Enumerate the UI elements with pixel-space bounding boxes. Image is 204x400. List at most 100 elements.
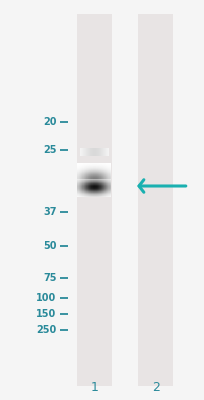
- Bar: [98, 174, 99, 175]
- Bar: [93, 192, 94, 193]
- Bar: [108, 174, 109, 175]
- Bar: [105, 174, 106, 175]
- Bar: [110, 176, 111, 177]
- Bar: [110, 194, 111, 195]
- Bar: [98, 181, 99, 182]
- Bar: [98, 177, 99, 178]
- Bar: [88, 167, 89, 168]
- Bar: [107, 189, 108, 190]
- Bar: [88, 174, 89, 175]
- Bar: [90, 186, 91, 187]
- Bar: [84, 186, 85, 187]
- Bar: [101, 177, 102, 178]
- Bar: [82, 187, 83, 188]
- Bar: [86, 164, 87, 165]
- Bar: [96, 169, 97, 170]
- Bar: [80, 191, 81, 192]
- Bar: [103, 176, 104, 177]
- Bar: [105, 187, 106, 188]
- Bar: [79, 176, 80, 177]
- Bar: [100, 178, 101, 179]
- Bar: [91, 179, 92, 180]
- Bar: [84, 168, 85, 169]
- Bar: [106, 189, 107, 190]
- Bar: [90, 196, 91, 197]
- Bar: [99, 165, 100, 166]
- Bar: [96, 171, 97, 172]
- Bar: [104, 177, 105, 178]
- Bar: [98, 183, 99, 184]
- Text: 37: 37: [43, 207, 56, 217]
- Bar: [79, 171, 80, 172]
- Bar: [98, 189, 99, 190]
- Bar: [98, 190, 99, 191]
- Bar: [88, 171, 89, 172]
- Bar: [100, 170, 101, 171]
- Bar: [85, 194, 86, 195]
- Bar: [97, 174, 98, 175]
- Bar: [104, 166, 105, 167]
- Bar: [89, 192, 90, 193]
- Bar: [78, 178, 79, 179]
- Bar: [94, 173, 95, 174]
- Bar: [104, 170, 105, 171]
- Bar: [85, 192, 86, 193]
- Bar: [104, 167, 105, 168]
- Bar: [101, 163, 102, 164]
- Bar: [78, 177, 79, 178]
- Bar: [104, 165, 105, 166]
- Bar: [103, 178, 104, 179]
- Bar: [87, 163, 88, 164]
- Bar: [82, 185, 83, 186]
- Bar: [98, 179, 99, 180]
- Bar: [109, 177, 110, 178]
- Bar: [108, 179, 109, 180]
- Bar: [107, 176, 108, 177]
- Bar: [95, 163, 96, 164]
- Bar: [85, 163, 86, 164]
- Bar: [87, 166, 88, 167]
- Bar: [107, 178, 108, 179]
- Bar: [95, 163, 96, 164]
- Bar: [103, 178, 104, 179]
- Bar: [82, 176, 83, 177]
- Bar: [109, 182, 110, 183]
- Bar: [94, 178, 95, 179]
- Bar: [77, 190, 78, 191]
- Bar: [99, 164, 100, 165]
- Bar: [80, 175, 81, 176]
- Bar: [98, 192, 99, 193]
- Bar: [95, 179, 96, 180]
- Bar: [80, 180, 81, 181]
- Bar: [102, 184, 103, 185]
- Bar: [91, 167, 92, 168]
- Bar: [99, 186, 100, 187]
- Bar: [80, 176, 81, 177]
- Bar: [98, 181, 99, 182]
- Bar: [106, 163, 107, 164]
- Bar: [104, 172, 105, 173]
- Bar: [85, 169, 86, 170]
- Bar: [80, 195, 81, 196]
- Bar: [84, 163, 85, 164]
- Bar: [77, 172, 78, 173]
- Bar: [105, 195, 106, 196]
- Bar: [77, 169, 78, 170]
- Bar: [92, 168, 93, 169]
- Bar: [79, 193, 80, 194]
- Bar: [81, 166, 82, 167]
- Bar: [90, 175, 91, 176]
- Bar: [107, 176, 108, 177]
- Bar: [100, 180, 101, 181]
- Bar: [109, 179, 110, 180]
- Bar: [93, 179, 94, 180]
- Bar: [108, 170, 109, 171]
- Bar: [80, 171, 81, 172]
- Bar: [85, 172, 86, 173]
- Bar: [88, 166, 89, 167]
- Bar: [95, 176, 96, 177]
- Bar: [92, 163, 93, 164]
- Bar: [89, 181, 90, 182]
- Bar: [107, 170, 108, 171]
- Bar: [103, 188, 104, 189]
